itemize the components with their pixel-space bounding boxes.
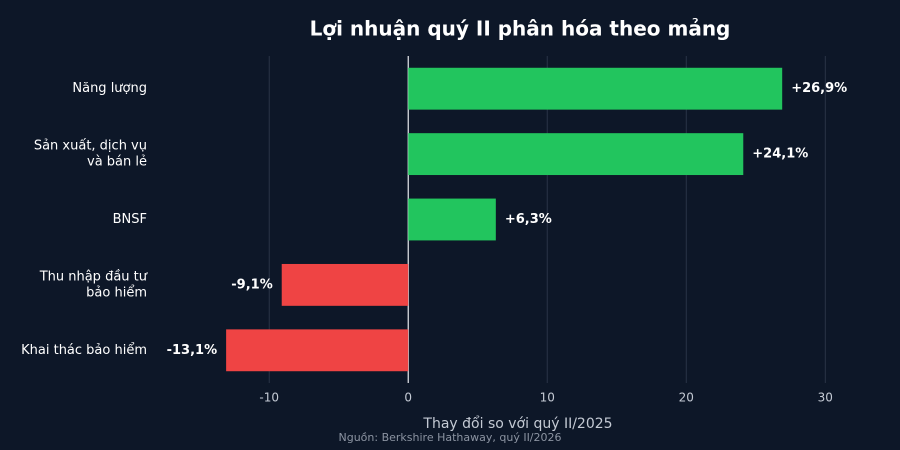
value-label: -13,1% [167,343,218,358]
y-tick-label: Thu nhập đầu tư [39,269,148,284]
x-axis-label: Thay đổi so với quý II/2025 [422,415,612,432]
value-label: +24,1% [752,147,808,162]
bar [281,263,409,306]
value-label: -9,1% [231,277,272,292]
bar [408,133,744,176]
y-tick-label: Khai thác bảo hiểm [21,343,147,358]
x-tick-label: 10 [540,391,555,405]
y-tick-label: và bán lẻ [87,155,147,170]
y-tick-label: Sản xuất, dịch vụ [34,139,147,154]
value-label: +26,9% [791,81,847,96]
bar [408,67,783,110]
x-tick-label: 20 [679,391,694,405]
y-tick-label: bảo hiểm [86,285,147,300]
source-note: Nguồn: Berkshire Hathaway, quý II/2026 [338,431,561,444]
x-tick-label: 30 [818,391,833,405]
value-label: +6,3% [505,212,552,227]
y-tick-label: BNSF [113,212,147,227]
bar [226,329,409,372]
x-tick-label: 0 [404,391,412,405]
y-tick-label: Năng lượng [72,81,147,96]
bar [408,198,496,241]
chart-title: Lợi nhuận quý II phân hóa theo mảng [310,17,731,41]
x-tick-label: -10 [259,391,279,405]
